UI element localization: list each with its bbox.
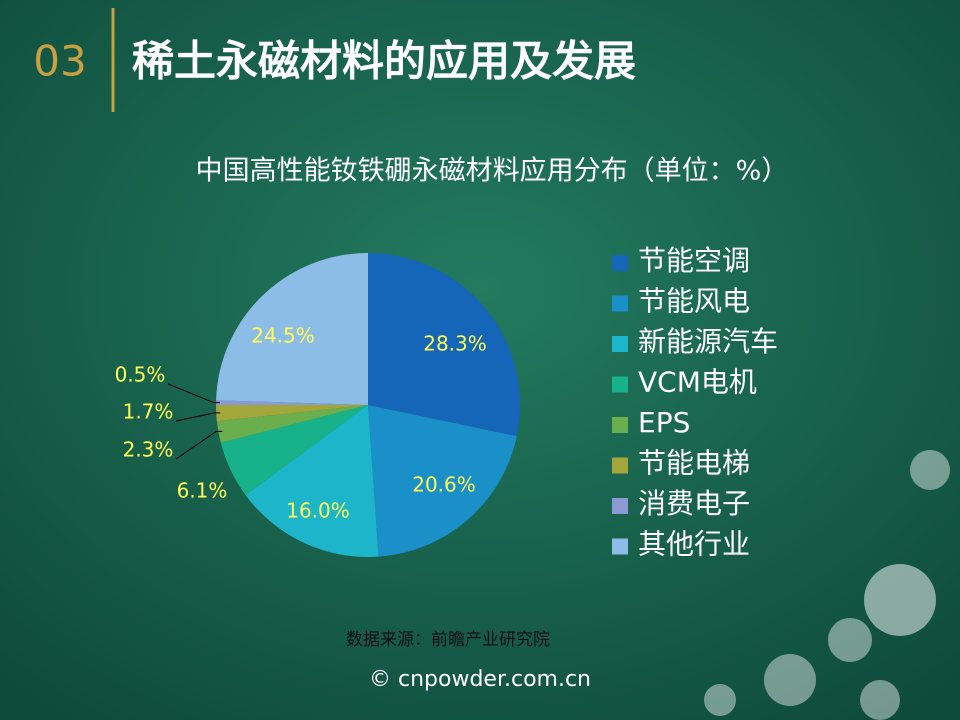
legend-label: 其他行业 [638, 528, 750, 561]
legend-swatch [612, 255, 628, 271]
pie-slice [216, 253, 368, 405]
data-label: 0.5% [115, 363, 166, 387]
pie-slice [216, 405, 368, 422]
legend-swatch [612, 336, 628, 352]
legend-swatch [612, 498, 628, 514]
data-label: 16.0% [286, 499, 350, 523]
legend-swatch [612, 376, 628, 393]
pie-slice [245, 405, 379, 557]
section-number: 03 [33, 37, 86, 86]
data-label: 28.3% [423, 332, 487, 356]
data-label: 6.1% [177, 479, 228, 503]
leader-line [175, 412, 221, 422]
legend-swatch [612, 538, 628, 555]
legend-label: VCM电机 [638, 366, 757, 399]
legend-label: 新能源汽车 [638, 325, 778, 358]
data-label: 2.3% [123, 438, 174, 462]
leader-line [175, 430, 223, 460]
pie-slice [368, 253, 521, 437]
data-label: 1.7% [123, 400, 174, 424]
slide-title: 稀土永磁材料的应用及发展 [132, 37, 636, 86]
legend-label: 消费电子 [638, 487, 750, 520]
data-label: 24.5% [251, 324, 315, 348]
pie-slice [216, 400, 368, 405]
legend-label: EPS [638, 406, 690, 439]
pie: 28.3% 20.6% 16.0% 6.1%2.3% 1.7% 0.5% 24.5% [115, 253, 521, 557]
pie-slice [368, 405, 517, 557]
pie-slice [220, 405, 368, 496]
legend-label: 节能风电 [638, 285, 750, 318]
legend-swatch [612, 417, 628, 433]
legend-label: 节能空调 [638, 244, 750, 277]
legend-label: 节能电梯 [638, 447, 750, 480]
legend-swatch [612, 457, 628, 474]
leader-line [167, 383, 221, 404]
footer: © cnpowder.com.cn [369, 667, 591, 692]
pie-slice [216, 405, 368, 443]
legend-swatch [612, 295, 628, 312]
data-label: 20.6% [412, 473, 476, 497]
chart-title: 中国高性能钕铁硼永磁材料应用分布（单位：%） [196, 156, 789, 187]
source: 数据来源：前瞻产业研究院 [346, 630, 550, 650]
flower-decoration [704, 450, 950, 720]
